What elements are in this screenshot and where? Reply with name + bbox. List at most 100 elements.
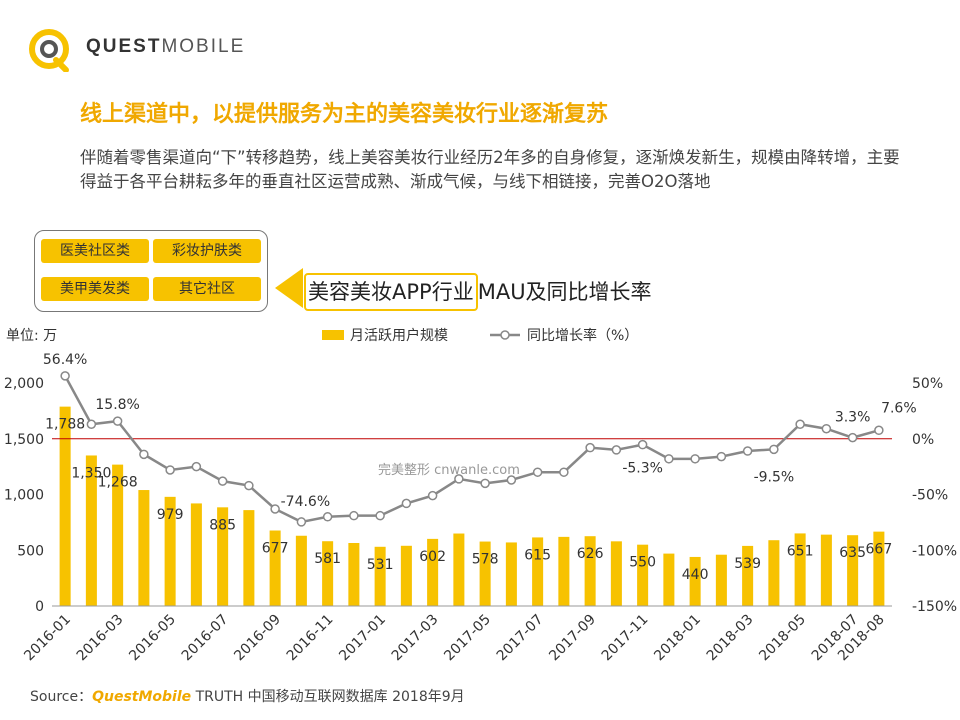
y-right-tick-label: 0% [912,432,934,448]
growth-point [716,451,727,462]
x-tick-label: 2018-05 [756,612,809,665]
growth-point [585,442,595,453]
growth-point [139,449,149,460]
growth-point [296,517,307,527]
growth-point [217,476,228,486]
bar-data-label: 1,788 [45,417,85,433]
category-makeup-skincare: 彩妆护肤类 [153,239,261,263]
source-brand: QuestMobile [92,689,192,705]
bar-data-label: 578 [472,552,499,568]
growth-point [690,454,700,464]
legend-bar-label: 月活跃用户规模 [350,327,448,344]
logo-text: QUESTMOBILE [86,36,245,58]
chart-title-highlight: 美容美妆APP行业 [304,273,478,311]
growth-point [375,510,385,521]
growth-point [769,444,779,455]
bar-data-label: 677 [262,541,289,557]
bar [112,464,124,606]
category-box: 医美社区类 彩妆护肤类 美甲美发类 其它社区 [34,230,268,312]
bar [532,537,544,606]
bar [584,536,596,606]
x-tick-label: 2016-11 [284,612,337,665]
source-rest: TRUTH 中国移动互联网数据库 2018年9月 [191,689,465,705]
line-data-label: -74.6% [281,494,331,510]
x-tick-label: 2017-07 [494,612,547,665]
bar-data-label: 615 [524,547,551,563]
x-tick-label: 2016-09 [231,612,284,665]
y-right-tick-label: -150% [912,599,957,615]
bar-data-label: 602 [419,549,446,565]
line-data-label: 56.4% [43,352,87,368]
x-tick-label: 2018-03 [704,612,757,665]
growth-point [611,445,622,455]
x-tick-label: 2017-09 [546,612,599,665]
growth-point [795,419,805,430]
growth-line [64,375,880,524]
line-data-label: -5.3% [622,461,663,477]
bar [689,556,701,606]
x-tick-label: 2017-01 [336,612,389,665]
left-arrow-icon [275,268,303,308]
x-tick-label: 2017-05 [441,612,494,665]
bar [374,546,386,606]
bar-data-label: 440 [682,567,709,583]
bar-data-label: 667 [866,542,893,558]
bar-data-label: 1,350 [71,465,111,481]
x-tick-label: 2016-07 [179,612,232,665]
bar [295,535,307,606]
bar [558,536,570,606]
growth-point [165,465,175,475]
legend-bar-swatch [322,330,344,340]
bar [427,538,439,606]
bar-data-label: 885 [209,517,236,533]
logo-text-bold: QUEST [86,36,162,57]
growth-point [506,475,517,485]
bar [138,490,150,606]
bar-data-label: 539 [734,556,761,572]
y-left-tick-label: 1,500 [4,432,44,448]
bar [322,541,334,606]
legend-line-marker [500,330,510,340]
source-prefix: Source： [30,689,93,705]
chart-title: 美容美妆APP行业 MAU及同比增长率 [304,273,652,313]
growth-point [742,446,753,456]
bar-data-label: 979 [157,507,184,523]
bar-data-label: 550 [629,555,656,571]
bar [820,534,832,606]
watermark: 完美整形 cnwanle.com [378,463,520,478]
bar [742,545,754,606]
bar [164,496,176,606]
bar-data-label: 626 [577,546,604,562]
bar [663,553,675,606]
x-tick-label: 2016-01 [21,612,74,665]
growth-point [191,461,202,472]
growth-point [112,416,123,426]
bar [269,530,281,606]
bar [505,542,517,606]
chart-title-rest: MAU及同比增长率 [477,280,652,304]
bar [847,535,859,606]
bar-data-label: 651 [787,543,814,559]
bar [400,545,412,606]
bar [873,531,885,606]
bar [715,554,727,606]
category-medical-beauty: 医美社区类 [41,239,149,263]
bar [794,533,806,606]
x-tick-label: 2016-03 [74,612,127,665]
bar [348,543,360,606]
x-tick-label: 2017-03 [389,612,442,665]
bar [453,533,465,606]
bar-data-label: 581 [314,551,341,567]
line-data-label: 15.8% [95,397,139,413]
line-data-label: 3.3% [835,410,871,426]
growth-point [60,371,70,381]
source-note: Source：QuestMobile TRUTH 中国移动互联网数据库 2018… [30,686,465,706]
bar-data-label: 635 [839,545,866,561]
bar [637,544,649,606]
bar [59,406,71,606]
growth-point [401,498,412,509]
y-left-tick-label: 500 [17,543,44,559]
bar [85,455,97,606]
y-left-tick-label: 0 [35,599,44,615]
